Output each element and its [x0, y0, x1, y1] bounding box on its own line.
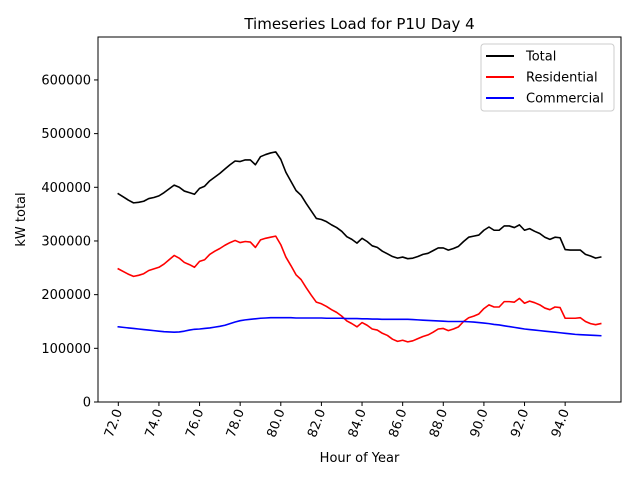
legend-box: [480, 43, 615, 112]
series-line-total: [117, 151, 602, 260]
series-line-commercial: [117, 316, 602, 337]
plot-frame: [97, 36, 622, 403]
y-tick-label: 200000: [41, 288, 91, 303]
chart-title: Timeseries Load for P1U Day 4: [243, 15, 474, 33]
y-axis-label: kW total: [14, 192, 29, 246]
y-tick-label: 600000: [41, 73, 91, 88]
y-tick-label: 300000: [41, 234, 91, 249]
legend-label-total: Total: [525, 50, 556, 65]
y-tick-label: 100000: [41, 342, 91, 357]
y-axis-ticks: 0 100000 200000 300000 400000 500000 600000: [41, 73, 98, 411]
x-axis-label: Hour of Year: [320, 451, 400, 466]
series-line-residential: [117, 235, 602, 343]
y-tick-label: 0: [83, 396, 91, 411]
legend-label-commercial: Commercial: [526, 92, 604, 107]
legend: Total Residential Commercial: [480, 43, 615, 112]
y-tick-label: 400000: [41, 181, 91, 196]
legend-label-residential: Residential: [526, 71, 598, 86]
series-layer: [117, 151, 602, 343]
y-tick-label: 500000: [41, 127, 91, 142]
